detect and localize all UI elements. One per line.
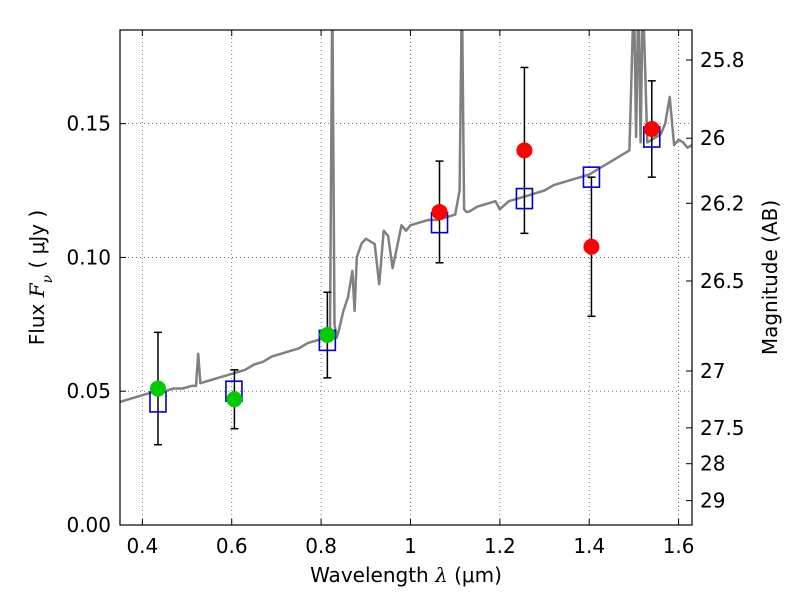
x-tick-label: 0.8 [305,534,337,558]
y2-axis-label: Magnitude (AB) [758,200,782,355]
observed-point [516,142,533,159]
spectrum-line [120,30,692,404]
x-tick-label: 1.4 [573,534,605,558]
y2-tick-label: 27.5 [700,416,745,440]
spectrum-path [120,30,692,404]
observed-point [319,327,336,344]
y-axis-label: Flux Fν ( μJy ) [25,210,56,345]
observed-point [226,391,243,408]
observed-point [431,203,448,220]
x-tick-label: 1 [404,534,417,558]
x-tick-label: 0.6 [216,534,248,558]
plot-frame [119,29,693,526]
y2-tick-label: 26 [700,126,725,150]
x-axis-label: Wavelength λ (μm) [310,563,502,587]
y-tick-label: 0.15 [66,112,111,136]
y2-tick-label: 26.5 [700,269,745,293]
model-square-marker [515,187,534,210]
observed-point [149,380,166,397]
y2-tick-label: 26.2 [700,191,745,215]
model-square-marker [582,166,601,188]
y2-tick-label: 29 [700,489,725,513]
x-tick-label: 1.2 [484,534,516,558]
y2-tick-label: 25.8 [700,48,745,72]
y2-tick-label: 28 [700,452,725,476]
y2-tick-label: 27 [700,359,725,383]
data-markers [149,121,661,413]
grid-lines [120,30,692,526]
x-tick-label: 0.4 [126,534,158,558]
y-tick-label: 0.00 [66,513,111,537]
y-tick-label: 0.10 [66,245,111,269]
y-tick-label: 0.05 [66,379,111,403]
observed-point [583,238,600,255]
error-bars [153,66,656,446]
observed-point [643,121,660,137]
x-tick-label: 1.6 [663,534,695,558]
axis-ticks: 0.4 0.6 0.8 1 1.2 1.4 1.6 0.00 0.05 0.10 0.15 25.8 2… [66,30,745,558]
